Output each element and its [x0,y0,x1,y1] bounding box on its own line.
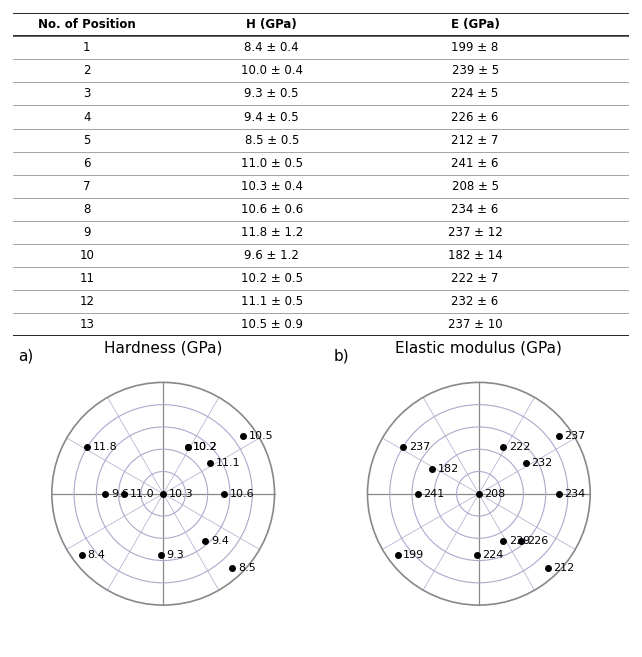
Text: 208: 208 [485,489,506,499]
Text: 4: 4 [83,110,91,124]
Text: 10.6: 10.6 [230,489,255,499]
Text: 12: 12 [80,295,94,308]
Text: 10.0 ± 0.4: 10.0 ± 0.4 [241,64,302,78]
Text: 7: 7 [83,180,91,193]
Text: 13: 13 [80,318,94,331]
Text: 10.3 ± 0.4: 10.3 ± 0.4 [241,180,302,193]
Text: 2: 2 [83,64,91,78]
Text: 234: 234 [564,489,586,499]
Text: 212: 212 [553,563,575,574]
Text: 237 ± 10: 237 ± 10 [447,318,503,331]
Text: 9.6 ± 1.2: 9.6 ± 1.2 [244,249,299,262]
Text: 11.0 ± 0.5: 11.0 ± 0.5 [241,156,302,170]
Text: 10.5: 10.5 [249,431,273,441]
Text: 11.8: 11.8 [93,442,117,452]
Text: 226 ± 6: 226 ± 6 [451,110,499,124]
Text: 212 ± 7: 212 ± 7 [451,133,499,147]
Text: 239: 239 [509,535,530,545]
Text: 10.2: 10.2 [193,442,218,452]
Text: 199: 199 [403,550,424,560]
Text: 222 ± 7: 222 ± 7 [451,272,499,285]
Text: 9.6: 9.6 [111,489,128,499]
Text: 237 ± 12: 237 ± 12 [447,226,503,239]
Text: 9: 9 [83,226,91,239]
Text: 6: 6 [83,156,91,170]
Text: 10: 10 [80,249,94,262]
Text: Hardness (GPa): Hardness (GPa) [104,340,222,355]
Text: 232 ± 6: 232 ± 6 [451,295,499,308]
Text: 182 ± 14: 182 ± 14 [447,249,503,262]
Text: 10.6 ± 0.6: 10.6 ± 0.6 [241,203,303,216]
Text: 222: 222 [509,442,530,452]
Text: 9.4 ± 0.5: 9.4 ± 0.5 [245,110,299,124]
Text: 5: 5 [83,133,91,147]
Text: 10.3: 10.3 [169,489,193,499]
Text: H (GPa): H (GPa) [247,18,297,31]
Text: 8: 8 [83,203,91,216]
Text: a): a) [19,349,33,364]
Text: 8.4: 8.4 [87,550,105,560]
Text: 237: 237 [564,431,586,441]
Text: 234 ± 6: 234 ± 6 [451,203,499,216]
Text: E (GPa): E (GPa) [451,18,499,31]
Text: 1: 1 [83,41,91,55]
Text: 11.1 ± 0.5: 11.1 ± 0.5 [241,295,303,308]
Text: 226: 226 [526,535,548,545]
Text: 8.4 ± 0.4: 8.4 ± 0.4 [245,41,299,55]
Text: 10.5 ± 0.9: 10.5 ± 0.9 [241,318,302,331]
Text: 10.2: 10.2 [193,442,218,452]
Text: 8.5 ± 0.5: 8.5 ± 0.5 [245,133,299,147]
Text: 241 ± 6: 241 ± 6 [451,156,499,170]
Text: b): b) [334,349,350,364]
Text: 11.0: 11.0 [130,489,154,499]
Text: 224: 224 [482,550,503,560]
Text: 8.5: 8.5 [238,563,256,574]
Text: 9.4: 9.4 [211,535,229,545]
Text: 208 ± 5: 208 ± 5 [451,180,499,193]
Text: 11.1: 11.1 [216,457,240,468]
Text: 11.8 ± 1.2: 11.8 ± 1.2 [241,226,303,239]
Text: 10.2 ± 0.5: 10.2 ± 0.5 [241,272,302,285]
Text: 182: 182 [438,464,459,474]
Text: No. of Position: No. of Position [38,18,135,31]
Text: 9.3 ± 0.5: 9.3 ± 0.5 [245,87,299,101]
Text: 237: 237 [409,442,430,452]
Text: Elastic modulus (GPa): Elastic modulus (GPa) [395,340,562,355]
Text: 241: 241 [423,489,444,499]
Text: 11: 11 [80,272,94,285]
Text: 3: 3 [83,87,91,101]
Text: 224 ± 5: 224 ± 5 [451,87,499,101]
Text: 239 ± 5: 239 ± 5 [451,64,499,78]
Text: 199 ± 8: 199 ± 8 [451,41,499,55]
Text: 232: 232 [531,457,552,468]
Text: 9.3: 9.3 [166,550,184,560]
